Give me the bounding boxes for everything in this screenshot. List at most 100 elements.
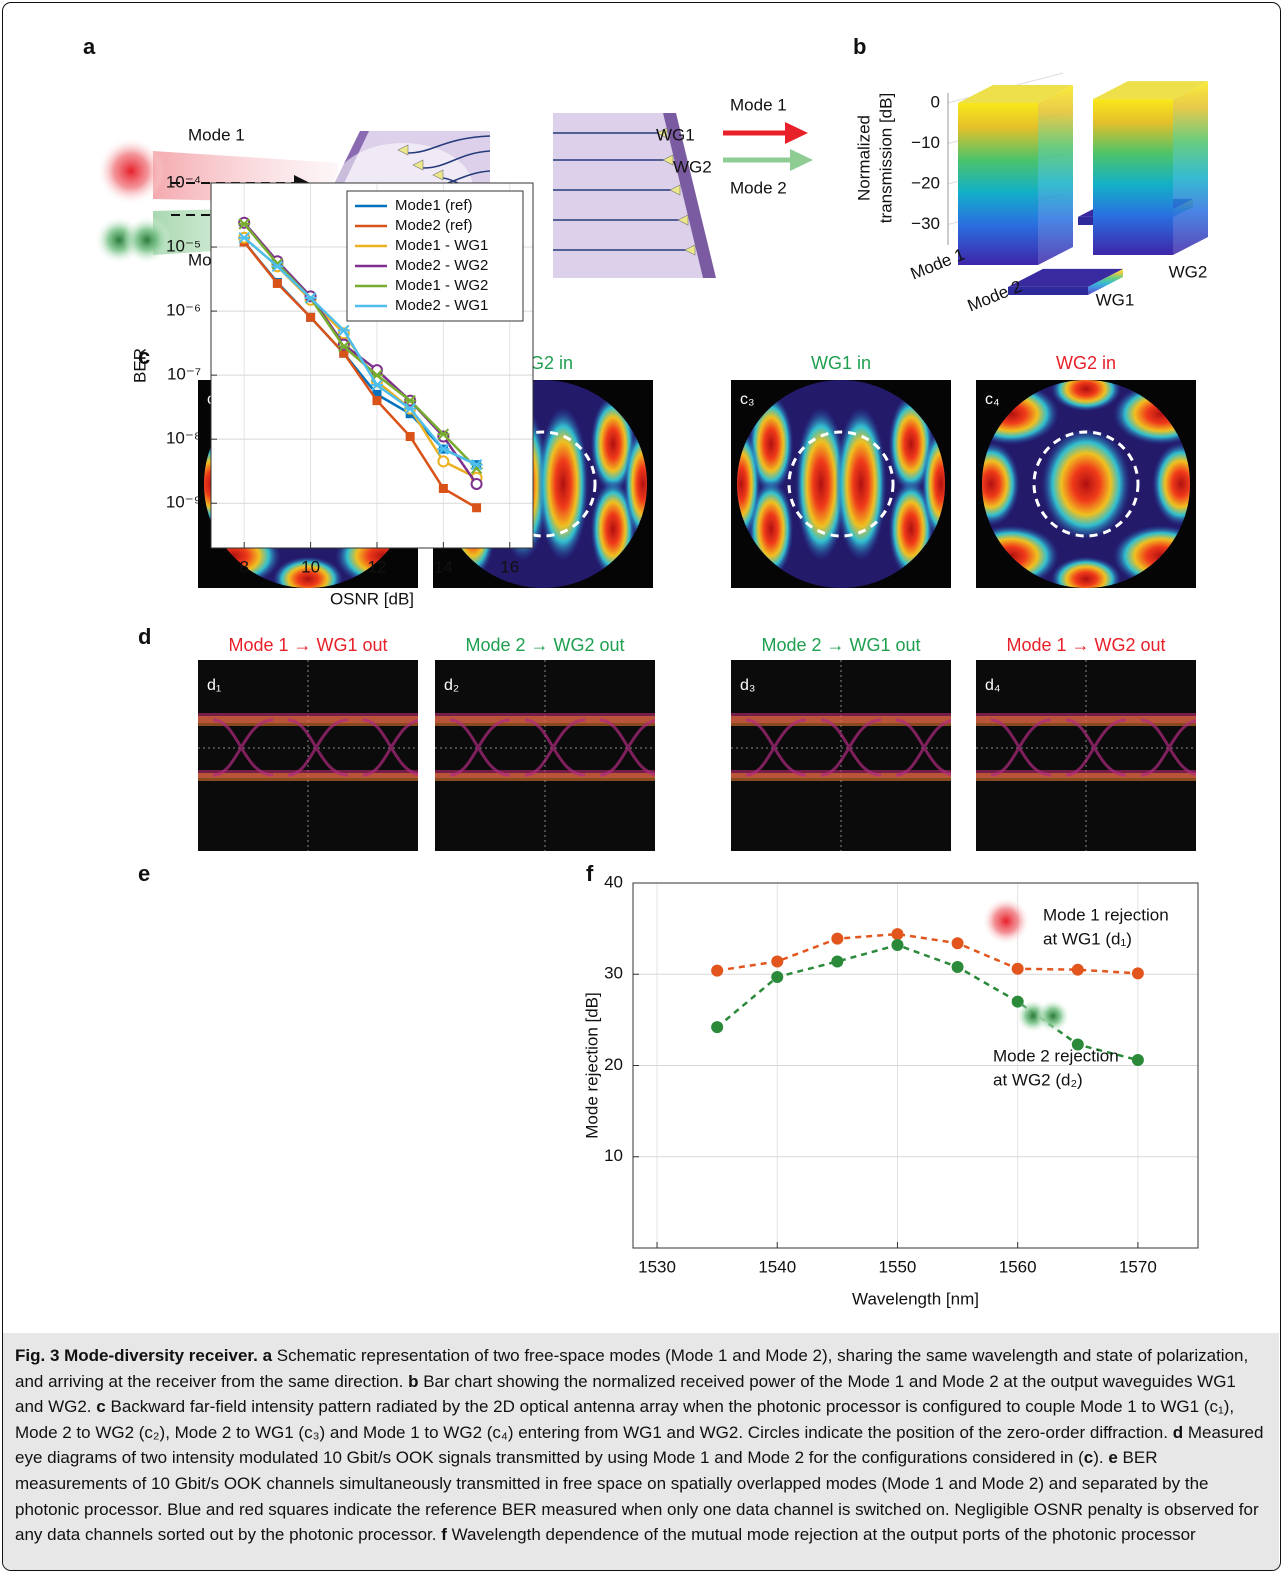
point: [1012, 963, 1024, 975]
y-tick-label: 0: [931, 92, 940, 111]
image-label: d₂: [444, 677, 459, 694]
label: Mode 1: [730, 95, 787, 114]
y-tick-label: 10⁻⁶: [166, 301, 201, 320]
mode1-spot: [97, 137, 165, 205]
panel-label: f: [586, 861, 594, 886]
label: WG1: [656, 125, 695, 144]
eye-level: [198, 716, 418, 726]
annotation: at WG2 (d₂): [993, 1070, 1083, 1089]
y-tick-label: 10⁻⁵: [166, 237, 201, 256]
x-axis-label: OSNR [dB]: [330, 589, 414, 608]
point: [711, 1021, 723, 1033]
wg-label: WG2: [1169, 262, 1208, 281]
intensity-lobe: [1041, 428, 1131, 540]
point: [891, 928, 903, 940]
point: [952, 937, 964, 949]
label: Mode 2: [730, 178, 787, 197]
point: [406, 433, 414, 441]
image-title: WG2 in: [1056, 353, 1116, 373]
eye-level: [976, 716, 1196, 726]
point: [473, 504, 481, 512]
mode2-icon: [1036, 999, 1070, 1033]
point: [1132, 1054, 1144, 1066]
image-label: d₃: [740, 677, 755, 694]
caption-text: d: [1173, 1423, 1183, 1442]
mode-label: Mode 2: [965, 277, 1025, 316]
x-tick-label: 8: [239, 557, 248, 576]
y-tick-label: 20: [604, 1055, 623, 1074]
y-tick-label: 10⁻⁷: [167, 365, 201, 384]
intensity-lobe: [1152, 442, 1210, 526]
y-tick-label: 10: [604, 1146, 623, 1165]
mode2-lobe: [123, 216, 171, 264]
y-axis-label: transmission [dB]: [876, 93, 895, 223]
caption-text: b: [408, 1372, 418, 1391]
x-tick-label: 10: [301, 557, 320, 576]
image-label: c₄: [985, 391, 1000, 408]
point: [1072, 964, 1084, 976]
point: [1132, 967, 1144, 979]
y-tick-label: 10⁻⁴: [166, 172, 201, 191]
label: Mode 1: [188, 125, 245, 144]
y-tick-label: −20: [911, 173, 940, 192]
image-title: Mode 1 → WG1 out: [228, 635, 387, 655]
panel-label: a: [83, 34, 96, 59]
eye-level: [731, 773, 951, 781]
eye-level: [976, 773, 1196, 781]
annotation: Mode 2 rejection: [993, 1046, 1119, 1065]
image-title: Mode 1 → WG2 out: [1006, 635, 1165, 655]
eye-level: [198, 773, 418, 781]
bar-side: [1038, 85, 1073, 265]
annotation: at WG1 (d₁): [1043, 929, 1132, 948]
caption-text: c: [96, 1397, 105, 1416]
caption-text: ).: [1093, 1448, 1103, 1467]
x-tick-label: 1540: [758, 1257, 796, 1276]
intensity-lobe: [962, 442, 1020, 526]
image-title: Mode 2 → WG2 out: [465, 635, 624, 655]
caption-text: c: [1084, 1448, 1093, 1467]
point: [439, 484, 447, 492]
annotation: Mode 1 rejection: [1043, 905, 1169, 924]
panel-label: d: [138, 624, 151, 649]
legend-label: Mode1 - WG1: [395, 237, 488, 254]
wg-label: WG1: [1096, 290, 1135, 309]
panel-label: b: [853, 34, 866, 59]
y-tick-label: 10⁻⁸: [166, 429, 201, 448]
point: [831, 933, 843, 945]
legend-label: Mode2 (ref): [395, 217, 473, 234]
image-label: c₃: [740, 391, 755, 408]
intensity-lobe: [835, 407, 886, 561]
caption-text: Fig. 3 Mode-diversity receiver.: [15, 1346, 258, 1365]
eye-level: [435, 773, 655, 781]
legend-label: Mode2 - WG1: [395, 297, 488, 314]
x-tick-label: 1570: [1119, 1257, 1157, 1276]
y-tick-label: 30: [604, 964, 623, 983]
y-tick-label: −30: [911, 214, 940, 233]
legend-label: Mode2 - WG2: [395, 257, 488, 274]
caption-text: a: [263, 1346, 272, 1365]
image-title: Mode 2 → WG1 out: [761, 635, 920, 655]
eye-level: [435, 716, 655, 726]
x-tick-label: 1530: [638, 1257, 676, 1276]
y-tick-label: −10: [911, 133, 940, 152]
bar: [958, 103, 1038, 265]
legend-label: Mode1 (ref): [395, 197, 473, 214]
x-tick-label: 16: [500, 557, 519, 576]
x-axis-label: Wavelength [nm]: [852, 1289, 979, 1308]
x-tick-label: 1560: [999, 1257, 1037, 1276]
eye-level: [731, 716, 951, 726]
mode1-icon: [982, 897, 1030, 945]
intensity-lobe: [1051, 557, 1121, 602]
point: [307, 313, 315, 321]
arrow-head: [785, 122, 808, 144]
bar-side: [1173, 81, 1208, 255]
point: [891, 939, 903, 951]
caption-text: e: [1108, 1448, 1117, 1467]
image-title: WG1 in: [811, 353, 871, 373]
intensity-lobe: [537, 407, 588, 561]
image-label: d₁: [207, 677, 221, 694]
caption: Fig. 3 Mode-diversity receiver. a Schema…: [3, 1333, 1279, 1571]
figure: Mode 1 Mode 2 WG1 WG2 Mode 1 Mode 2 abcd…: [3, 3, 1281, 1333]
x-tick-label: 12: [368, 557, 387, 576]
y-tick-label: 40: [604, 872, 623, 891]
